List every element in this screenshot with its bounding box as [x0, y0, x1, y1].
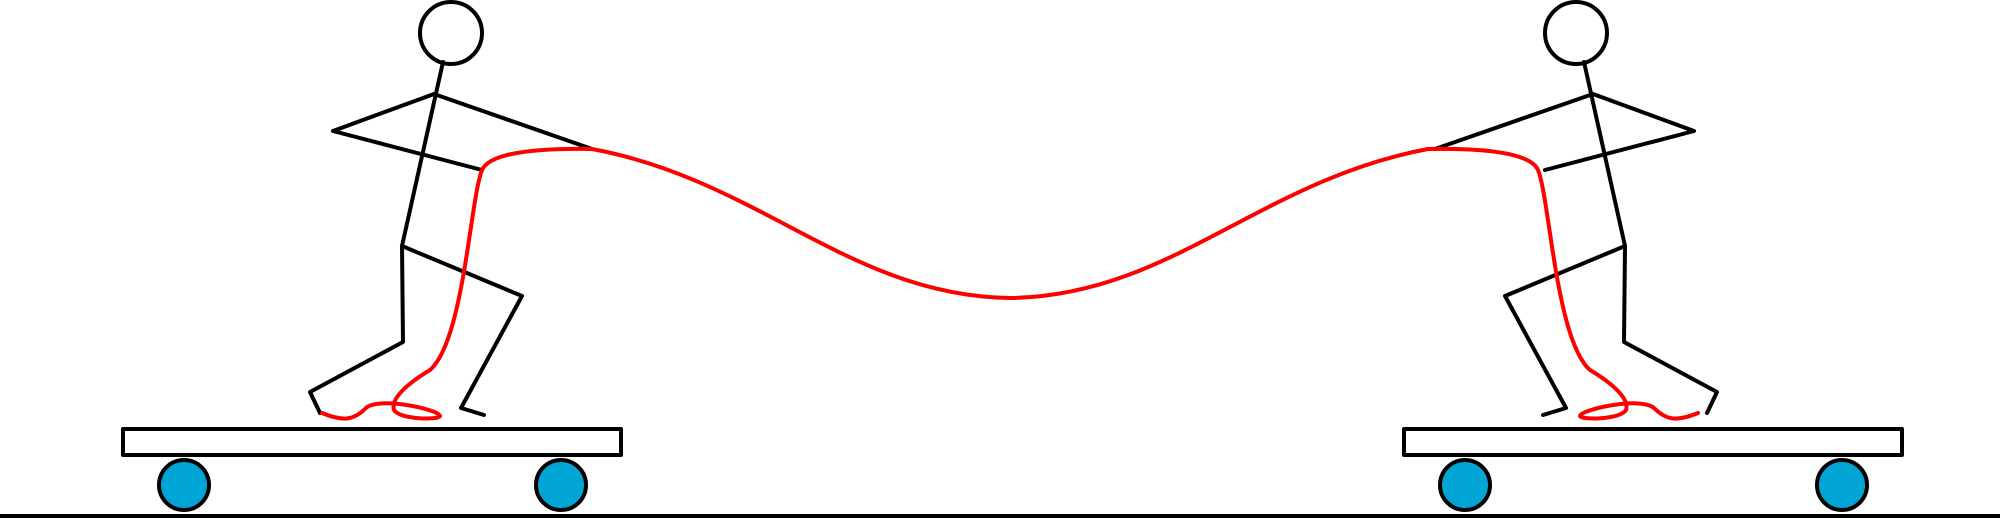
- rope-right-tail: [1426, 146, 1700, 421]
- left-person-head: [418, 0, 484, 66]
- right-cart-wheel-back: [1815, 458, 1869, 512]
- left-person-upper-arm: [331, 92, 484, 172]
- right-person-back-leg: [1622, 244, 1719, 415]
- left-cart-platform: [121, 427, 623, 457]
- left-person-back-leg: [308, 244, 405, 415]
- right-person-extended-arm: [1433, 92, 1595, 151]
- right-cart-platform: [1402, 427, 1904, 457]
- left-cart-wheel-front: [157, 458, 211, 512]
- right-person: [1433, 0, 1719, 417]
- left-person-extended-arm: [432, 92, 594, 151]
- left-cart: [121, 427, 623, 512]
- right-person-head: [1543, 0, 1609, 66]
- rope-left-tail: [320, 146, 594, 421]
- rope-main-span: [590, 147, 1430, 300]
- right-person-front-leg: [1503, 244, 1627, 417]
- left-cart-wheel-back: [534, 458, 588, 512]
- right-person-upper-arm: [1543, 92, 1696, 172]
- right-cart-wheel-front: [1438, 458, 1492, 512]
- left-person: [308, 0, 594, 417]
- right-cart: [1402, 427, 1904, 512]
- rope: [320, 146, 1700, 421]
